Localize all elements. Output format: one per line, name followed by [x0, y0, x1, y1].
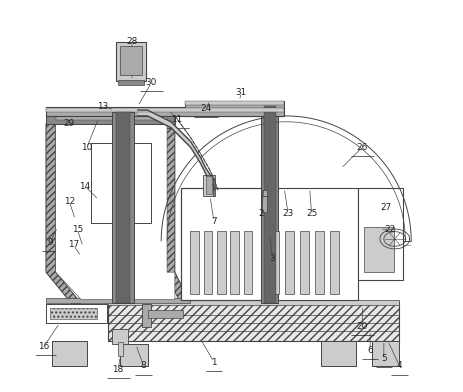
Bar: [118, 80, 144, 85]
Bar: [56, 116, 167, 120]
Text: 1: 1: [211, 358, 217, 367]
Polygon shape: [138, 110, 148, 116]
Bar: [315, 231, 324, 294]
Bar: [203, 174, 215, 196]
Bar: [204, 231, 213, 294]
Text: 9: 9: [47, 238, 53, 247]
Polygon shape: [190, 141, 200, 163]
Text: 13: 13: [97, 102, 108, 111]
Text: 25: 25: [306, 209, 317, 218]
Bar: [148, 310, 183, 318]
Text: 5: 5: [381, 354, 387, 363]
Bar: [120, 45, 142, 75]
Text: 31: 31: [236, 88, 247, 97]
Bar: [116, 112, 130, 303]
Text: 10: 10: [81, 143, 93, 152]
Text: 11: 11: [171, 115, 182, 124]
Bar: [265, 188, 358, 299]
Polygon shape: [56, 124, 175, 299]
Text: 2: 2: [258, 209, 263, 218]
Bar: [262, 190, 267, 196]
Text: 16: 16: [38, 342, 50, 351]
Bar: [372, 341, 400, 366]
Text: 15: 15: [72, 225, 83, 234]
Bar: [185, 101, 284, 108]
Text: 17: 17: [68, 240, 79, 249]
Text: 29: 29: [64, 119, 75, 128]
Bar: [285, 231, 294, 294]
Bar: [185, 101, 284, 105]
Bar: [330, 231, 338, 294]
Text: 27: 27: [380, 203, 391, 212]
Text: 23: 23: [282, 209, 294, 218]
Bar: [181, 188, 265, 299]
Text: 28: 28: [126, 37, 138, 46]
Bar: [142, 304, 151, 327]
Bar: [181, 188, 265, 299]
Bar: [120, 345, 148, 366]
Bar: [113, 112, 134, 303]
Bar: [190, 231, 199, 294]
Polygon shape: [171, 122, 190, 147]
Polygon shape: [200, 157, 206, 174]
Bar: [270, 231, 279, 294]
Text: 6: 6: [367, 346, 373, 355]
Bar: [50, 308, 97, 319]
Bar: [244, 231, 252, 294]
Bar: [46, 116, 175, 124]
Text: 24: 24: [200, 103, 212, 113]
Bar: [261, 106, 278, 303]
Bar: [364, 227, 394, 272]
Bar: [118, 343, 123, 356]
Bar: [46, 304, 106, 323]
Text: 12: 12: [64, 197, 75, 206]
Text: 8: 8: [141, 361, 146, 370]
Text: 18: 18: [113, 365, 124, 374]
Bar: [46, 298, 190, 303]
Bar: [230, 231, 239, 294]
Bar: [113, 329, 128, 345]
Text: 30: 30: [146, 78, 157, 87]
Bar: [108, 299, 400, 305]
Polygon shape: [165, 124, 190, 303]
Bar: [217, 231, 225, 294]
Bar: [358, 188, 403, 280]
Text: 22: 22: [384, 225, 395, 234]
Text: 20: 20: [357, 322, 368, 331]
Bar: [300, 231, 309, 294]
Bar: [262, 196, 267, 212]
Text: 3: 3: [270, 254, 275, 263]
Bar: [206, 176, 213, 194]
Bar: [91, 143, 151, 223]
Text: 7: 7: [211, 217, 217, 226]
Bar: [321, 341, 357, 366]
Bar: [116, 42, 145, 81]
Polygon shape: [46, 124, 81, 303]
Text: 26: 26: [357, 143, 368, 152]
Bar: [108, 301, 400, 341]
Bar: [46, 108, 284, 112]
Polygon shape: [206, 169, 214, 186]
Bar: [52, 341, 87, 366]
Text: 14: 14: [79, 182, 91, 191]
Polygon shape: [148, 110, 171, 128]
Text: 4: 4: [397, 361, 402, 370]
Bar: [46, 107, 284, 116]
Bar: [264, 106, 275, 303]
